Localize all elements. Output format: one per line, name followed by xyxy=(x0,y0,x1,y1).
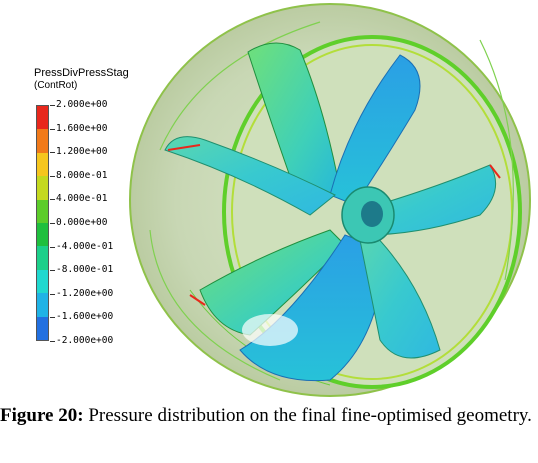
colorbar-tick-mark xyxy=(50,246,55,248)
caption-label: Figure 20: xyxy=(0,405,84,426)
colorbar-tick-mark xyxy=(50,317,55,319)
blade-lower-right xyxy=(359,229,441,359)
duct-contour xyxy=(479,39,514,281)
colorbar-band xyxy=(37,246,48,270)
colorbar-legend: PressDivPressStag (ContRot) 2.000e+00 1.6… xyxy=(34,67,154,357)
colorbar-tick-label: 4.000e-01 xyxy=(56,193,108,205)
blade-upper-left xyxy=(247,42,341,206)
colorbar-tick-label: -1.200e+00 xyxy=(56,287,114,299)
colorbar-band xyxy=(37,176,48,200)
colorbar-tick-mark xyxy=(50,341,55,342)
caption-text: Pressure distribution on the final fine-… xyxy=(88,405,532,426)
leading-edge-red xyxy=(489,164,501,179)
colorbar-tick-label: -1.600e+00 xyxy=(56,311,114,323)
colorbar-tick-label: -2.000e+00 xyxy=(56,335,114,346)
colorbar-tick-label: 8.000e-01 xyxy=(56,169,108,181)
colorbar-tick-mark xyxy=(50,175,55,177)
colorbar-tick-label: 2.000e+00 xyxy=(56,99,108,110)
colorbar-tick-label: 1.200e+00 xyxy=(56,146,108,158)
colorbar-tick-label: 1.600e+00 xyxy=(56,122,108,134)
blade-left xyxy=(164,136,336,216)
blade-lower-left xyxy=(199,229,346,336)
blade-upper xyxy=(329,54,421,206)
colorbar-tick-label: 0.000e+00 xyxy=(56,217,108,228)
colorbar-tick-label: -8.000e-01 xyxy=(56,264,114,276)
colorbar-tick-mark xyxy=(50,293,55,295)
colorbar xyxy=(36,105,49,341)
colorbar-tick-mark xyxy=(50,199,55,201)
colorbar-band xyxy=(37,106,48,130)
duct-contour xyxy=(149,229,281,381)
colorbar-tick-mark xyxy=(50,223,55,224)
colorbar-tick-mark xyxy=(50,270,55,272)
colorbar-tick-mark xyxy=(50,105,55,106)
duct-front-ring-inner xyxy=(231,44,513,380)
figure-caption: Figure 20: Pressure distribution on the … xyxy=(0,404,538,428)
legend-subtitle: (ContRot) xyxy=(34,80,78,91)
colorbar-tick-label: -4.000e-01 xyxy=(56,240,114,252)
leading-edge-red xyxy=(189,294,206,306)
colorbar-band xyxy=(37,199,48,223)
duct-contour xyxy=(159,21,321,151)
colorbar-tick-mark xyxy=(50,128,55,130)
colorbar-band xyxy=(37,222,48,247)
colorbar-band xyxy=(37,293,48,317)
propeller-render xyxy=(129,3,531,397)
colorbar-band xyxy=(37,152,48,177)
colorbar-tick-mark xyxy=(50,152,55,154)
colorbar-band xyxy=(37,316,48,340)
specular-highlight xyxy=(242,314,298,346)
colorbar-band xyxy=(37,269,48,294)
legend-title: PressDivPressStag xyxy=(34,67,129,79)
hub-center xyxy=(361,201,383,227)
leading-edge-red xyxy=(167,144,201,151)
colorbar-band xyxy=(37,129,48,153)
